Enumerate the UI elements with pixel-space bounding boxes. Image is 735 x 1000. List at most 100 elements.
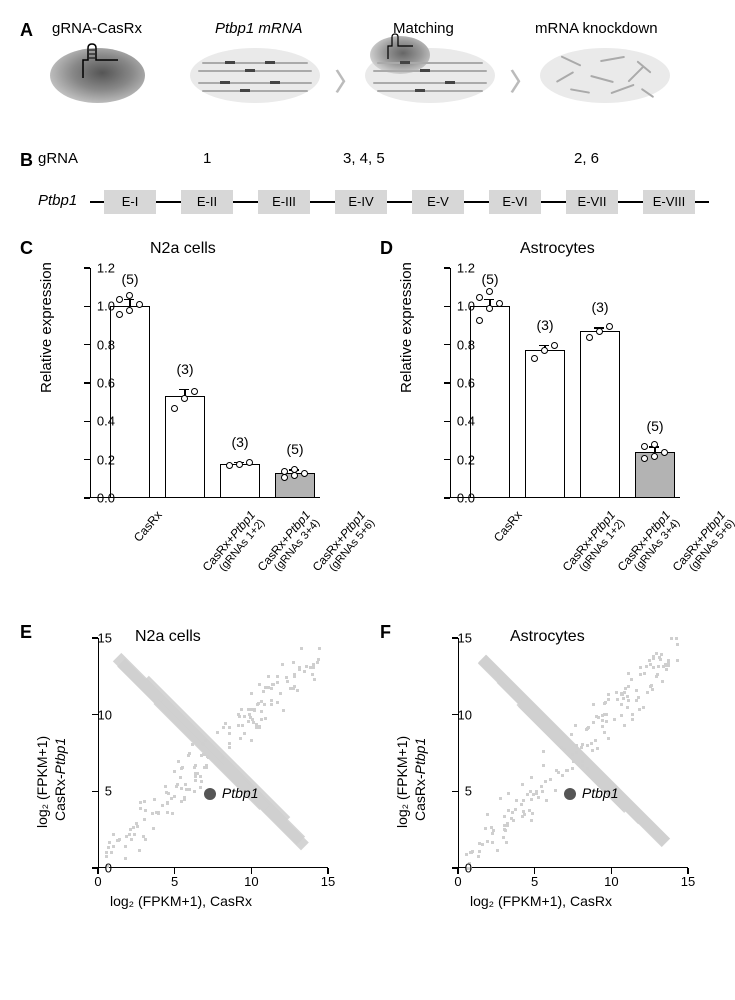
x-tick-label: 10 (604, 874, 618, 889)
exon-box: E-I (104, 190, 156, 214)
data-point (496, 300, 503, 307)
panel-a-step-2 (190, 48, 320, 103)
data-point (606, 323, 613, 330)
x-tick-label: 5 (531, 874, 538, 889)
data-point (291, 472, 298, 479)
y-axis-label-2: CasRx-Ptbp1 (412, 738, 428, 821)
exon-box: E-II (181, 190, 233, 214)
panel-a-step-1 (50, 48, 145, 103)
y-tick-label: 15 (458, 631, 472, 646)
data-point (486, 288, 493, 295)
data-point (586, 334, 593, 341)
scatter-axes: Ptbp1 (458, 638, 688, 868)
grna-number: 2, 6 (574, 150, 599, 167)
figure: A gRNA-CasRx Ptbp1 mRNA Matching mRNA kn… (20, 20, 715, 928)
x-tick-label: 10 (244, 874, 258, 889)
exon-box: E-VII (566, 190, 618, 214)
data-point (236, 461, 243, 468)
grna-number: 3, 4, 5 (343, 150, 385, 167)
panel-letter: F (380, 622, 391, 643)
x-tick-label: CasRx+Ptbp1(gRNAs 1+2) (200, 508, 268, 582)
panel-letter: E (20, 622, 32, 643)
chart-title: N2a cells (150, 240, 216, 258)
n-label: (5) (286, 441, 303, 457)
bar-panel: C N2a cells Relative expression (5)(3)(3… (20, 238, 350, 598)
n-label: (5) (646, 418, 663, 434)
panel-letter: C (20, 238, 33, 259)
scatter-panel: F Astrocytes log₂ (FPKM+1) CasRx-Ptbp1 l… (380, 618, 710, 928)
matching-oval (365, 48, 495, 103)
data-point (116, 296, 123, 303)
exon-box: E-V (412, 190, 464, 214)
x-tick-label: CasRx (491, 508, 525, 545)
exon-box: E-IV (335, 190, 387, 214)
exon-box: E-VI (489, 190, 541, 214)
y-tick-label: 10 (458, 707, 472, 722)
x-tick-label: CasRx+Ptbp1(gRNAs 5+6) (310, 508, 378, 582)
chart-title: Astrocytes (520, 240, 595, 258)
data-point (641, 455, 648, 462)
y-tick-label: 1.0 (97, 299, 115, 314)
y-tick-label: 15 (98, 631, 112, 646)
n-label: (5) (121, 271, 138, 287)
n-label: (5) (481, 271, 498, 287)
panel-a: A gRNA-CasRx Ptbp1 mRNA Matching mRNA kn… (20, 20, 715, 130)
panel-ef-row: E N2a cells log₂ (FPKM+1) CasRx-Ptbp1 lo… (20, 618, 715, 928)
y-tick-label: 10 (98, 707, 112, 722)
x-tick-label: 0 (454, 874, 461, 889)
grna-number: 1 (203, 150, 211, 167)
y-axis-label-1: log₂ (FPKM+1) (34, 736, 50, 828)
y-axis-label: Relative expression (398, 262, 415, 393)
panel-letter: D (380, 238, 393, 259)
bar (110, 306, 150, 498)
panel-cd-row: C N2a cells Relative expression (5)(3)(3… (20, 238, 715, 598)
ptbp1-highlight-label: Ptbp1 (582, 785, 619, 801)
panel-a-label-1: Ptbp1 mRNA (215, 20, 303, 37)
y-axis-label-2: CasRx-Ptbp1 (52, 738, 68, 821)
y-tick-label: 0 (465, 861, 472, 876)
panel-a-label-3: mRNA knockdown (535, 20, 658, 37)
y-axis-label: Relative expression (38, 262, 55, 393)
exon-track: E-IE-IIE-IIIE-IVE-VE-VIE-VIIE-VIII (90, 190, 715, 214)
x-axis-label: log₂ (FPKM+1), CasRx (110, 893, 252, 909)
n-label: (3) (536, 317, 553, 333)
chevron-icon-1: 〉 (335, 62, 359, 97)
panel-b-letter: B (20, 150, 33, 171)
ptbp1-highlight-label: Ptbp1 (222, 785, 259, 801)
x-tick-label: 15 (681, 874, 695, 889)
y-tick-label: 1.0 (457, 299, 475, 314)
scatter-panel: E N2a cells log₂ (FPKM+1) CasRx-Ptbp1 lo… (20, 618, 350, 928)
scatter-axes: Ptbp1 (98, 638, 328, 868)
data-point (651, 453, 658, 460)
x-tick-label: 0 (94, 874, 101, 889)
panel-b-rowlabel-grna: gRNA (38, 150, 78, 167)
y-tick-label: 5 (105, 784, 112, 799)
y-tick-label: 0.6 (97, 376, 115, 391)
y-tick-label: 1.2 (97, 261, 115, 276)
x-tick-label: CasRx+Ptbp1(gRNAs 3+4) (615, 508, 683, 582)
bar (525, 350, 565, 498)
y-tick-label: 5 (465, 784, 472, 799)
mrna-oval (190, 48, 320, 103)
x-tick-label: CasRx+Ptbp1(gRNAs 3+4) (255, 508, 323, 582)
y-tick-label: 0.2 (457, 452, 475, 467)
x-tick-label: CasRx (131, 508, 165, 545)
casrx-blob (50, 48, 145, 103)
exon-box: E-III (258, 190, 310, 214)
x-tick-label: 5 (171, 874, 178, 889)
scatter-title: N2a cells (135, 628, 201, 646)
x-tick-label: CasRx+Ptbp1(gRNAs 1+2) (560, 508, 628, 582)
n-label: (3) (591, 299, 608, 315)
bar-panel: D Astrocytes Relative expression (5) (3) (… (380, 238, 710, 598)
data-point (661, 449, 668, 456)
chart-axes: (5)(3)(3)(5) (90, 268, 320, 498)
data-point (116, 311, 123, 318)
data-point (551, 342, 558, 349)
data-point (191, 388, 198, 395)
knockdown-oval (540, 48, 670, 103)
panel-b-rowlabel-ptbp1: Ptbp1 (38, 192, 77, 209)
bar (580, 331, 620, 498)
data-point (641, 443, 648, 450)
ptbp1-highlight-dot (204, 788, 216, 800)
data-point (246, 459, 253, 466)
